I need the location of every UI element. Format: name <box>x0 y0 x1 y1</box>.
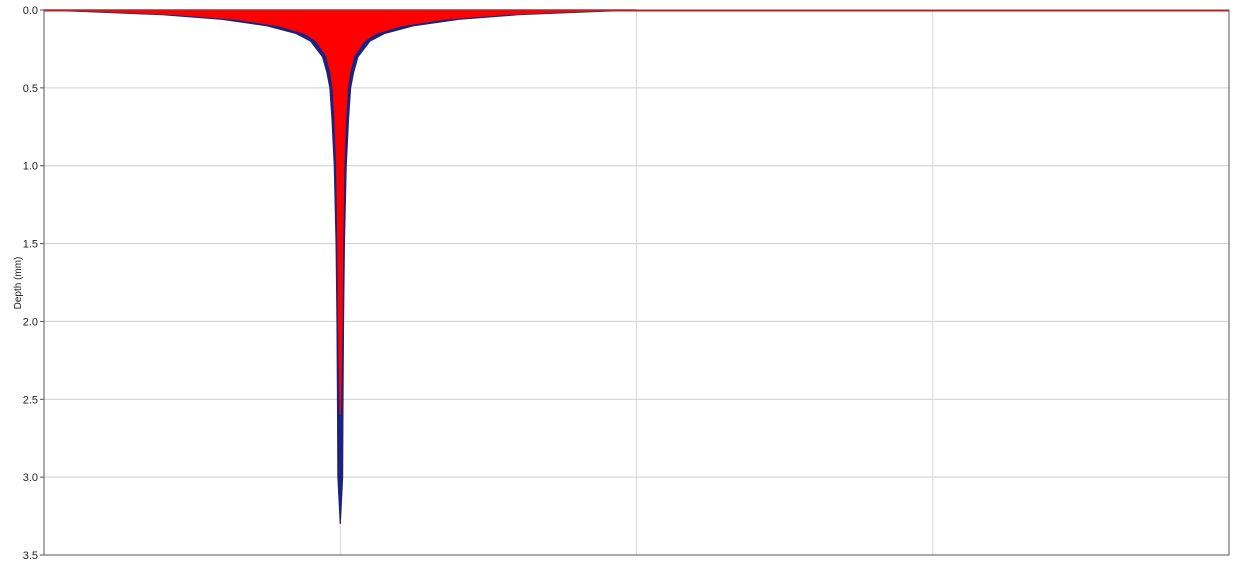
y-tick-label: 1.5 <box>23 239 38 251</box>
plot-border <box>43 9 1230 556</box>
y-axis-ticks: 0.0 0.5 1.0 1.5 2.0 2.5 3.0 3.5 <box>23 5 44 562</box>
y-tick-label: 2.5 <box>23 394 38 406</box>
y-tick-label: 2.0 <box>23 316 38 328</box>
plot-frame <box>43 9 1230 556</box>
y-tick-label: 1.0 <box>23 161 38 173</box>
y-tick-label: 0.0 <box>23 5 38 17</box>
y-tick-label: 0.5 <box>23 83 38 95</box>
y-axis-label: Depth (mm) <box>13 257 24 310</box>
y-tick-label: 3.0 <box>23 472 38 484</box>
y-tick-label: 3.5 <box>23 550 38 562</box>
series-area-2 <box>43 9 637 415</box>
